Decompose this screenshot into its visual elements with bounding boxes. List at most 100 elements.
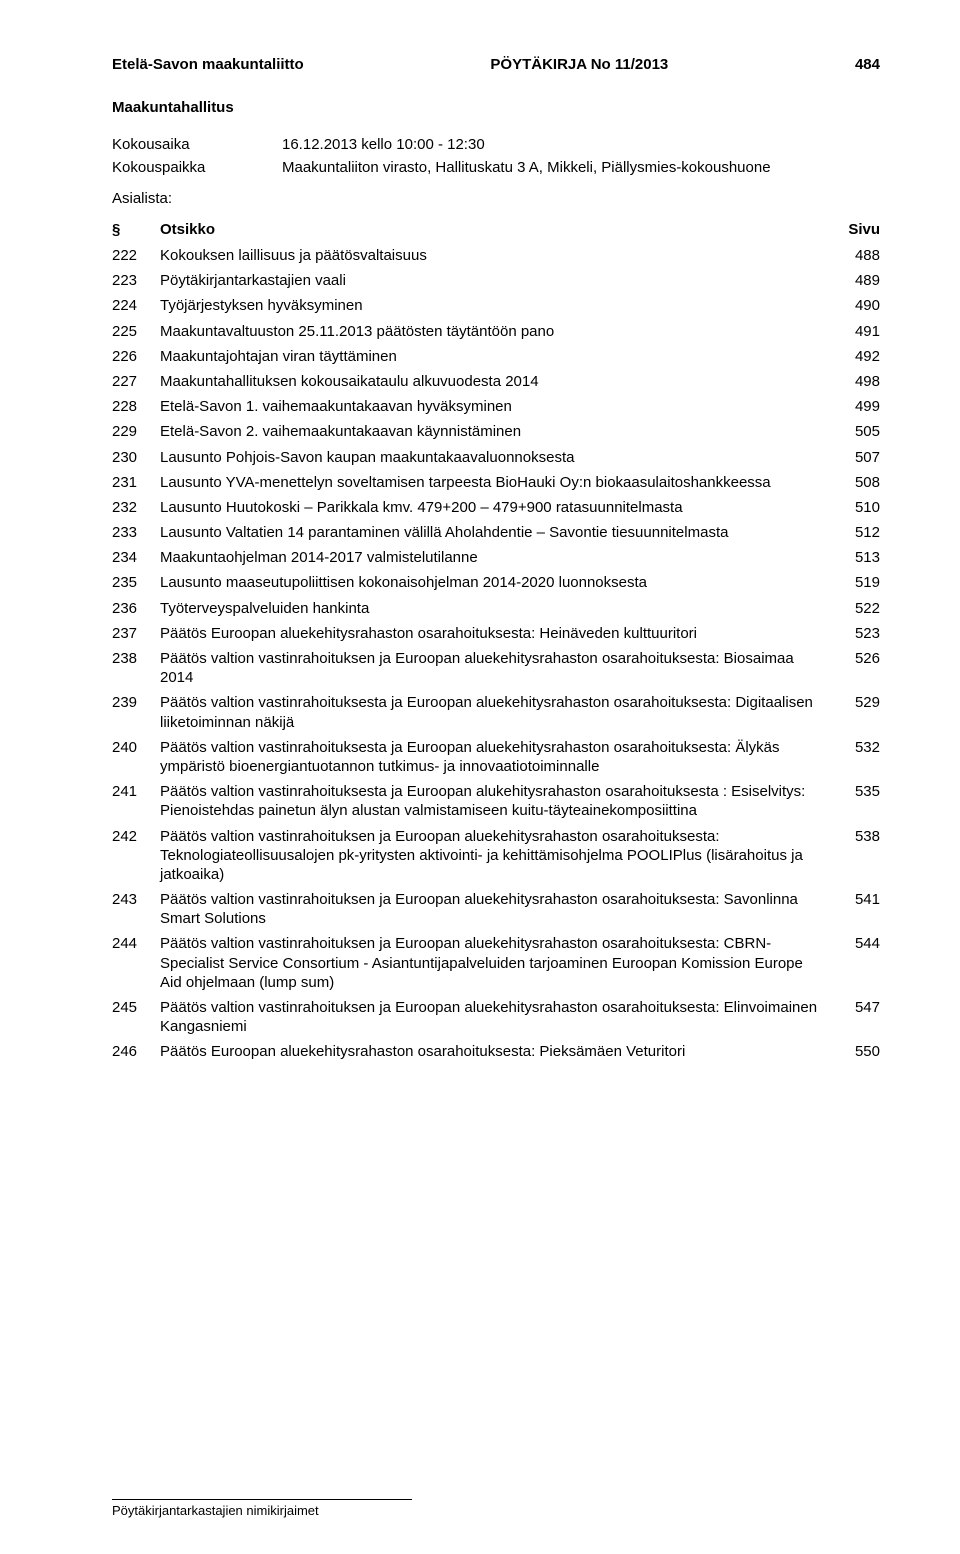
toc-row-section: 222 <box>112 246 160 265</box>
toc-row-section: 227 <box>112 372 160 391</box>
toc-row-section: 230 <box>112 448 160 467</box>
toc-header-section: § <box>112 221 160 238</box>
toc-row-page: 499 <box>832 397 880 416</box>
footer: Pöytäkirjantarkastajien nimikirjaimet <box>112 1499 412 1518</box>
toc-row-section: 234 <box>112 548 160 567</box>
toc-row-title: Lausunto maaseutupoliittisen kokonaisohj… <box>160 573 832 592</box>
toc-row-title: Työterveyspalveluiden hankinta <box>160 599 832 618</box>
toc-row-section: 241 <box>112 782 160 801</box>
toc-row-section: 225 <box>112 322 160 341</box>
toc-row-title: Päätös valtion vastinrahoituksen ja Euro… <box>160 934 832 992</box>
meeting-time-row: Kokousaika 16.12.2013 kello 10:00 - 12:3… <box>112 136 880 153</box>
toc-row-title: Lausunto Valtatien 14 parantaminen välil… <box>160 523 832 542</box>
toc-header: § Otsikko Sivu <box>112 221 880 238</box>
toc-row: 245Päätös valtion vastinrahoituksen ja E… <box>112 998 880 1036</box>
toc-row-page: 507 <box>832 448 880 467</box>
toc-row: 222Kokouksen laillisuus ja päätösvaltais… <box>112 246 880 265</box>
toc-row-title: Kokouksen laillisuus ja päätösvaltaisuus <box>160 246 832 265</box>
toc-row-title: Päätös valtion vastinrahoituksesta ja Eu… <box>160 782 832 820</box>
toc-row-title: Lausunto Huutokoski – Parikkala kmv. 479… <box>160 498 832 517</box>
toc-row-page: 510 <box>832 498 880 517</box>
toc-row-page: 513 <box>832 548 880 567</box>
toc-row-section: 233 <box>112 523 160 542</box>
toc-row-section: 232 <box>112 498 160 517</box>
toc-row: 227Maakuntahallituksen kokousaikataulu a… <box>112 372 880 391</box>
toc-row-title: Työjärjestyksen hyväksyminen <box>160 296 832 315</box>
toc-row: 236Työterveyspalveluiden hankinta522 <box>112 599 880 618</box>
toc-row-page: 532 <box>832 738 880 757</box>
toc-row-page: 489 <box>832 271 880 290</box>
toc-row: 223Pöytäkirjantarkastajien vaali489 <box>112 271 880 290</box>
toc-row-section: 229 <box>112 422 160 441</box>
toc-row-page: 522 <box>832 599 880 618</box>
toc-row-title: Lausunto YVA-menettelyn soveltamisen tar… <box>160 473 832 492</box>
toc-row-section: 224 <box>112 296 160 315</box>
toc-row-section: 243 <box>112 890 160 909</box>
toc-row-section: 240 <box>112 738 160 757</box>
toc-row-section: 231 <box>112 473 160 492</box>
footer-text: Pöytäkirjantarkastajien nimikirjaimet <box>112 1503 319 1518</box>
toc-row-title: Päätös valtion vastinrahoituksen ja Euro… <box>160 998 832 1036</box>
header-page-number: 484 <box>855 56 880 73</box>
toc-row: 231Lausunto YVA-menettelyn soveltamisen … <box>112 473 880 492</box>
toc-row-section: 246 <box>112 1042 160 1061</box>
page: Etelä-Savon maakuntaliitto PÖYTÄKIRJA No… <box>0 0 960 1554</box>
header-organization: Etelä-Savon maakuntaliitto <box>112 56 304 73</box>
meeting-time-value: 16.12.2013 kello 10:00 - 12:30 <box>282 136 880 153</box>
toc-row-section: 237 <box>112 624 160 643</box>
meeting-time-label: Kokousaika <box>112 136 282 153</box>
toc-row: 233Lausunto Valtatien 14 parantaminen vä… <box>112 523 880 542</box>
toc-row: 226Maakuntajohtajan viran täyttäminen492 <box>112 347 880 366</box>
toc-row-section: 244 <box>112 934 160 953</box>
toc-row: 235Lausunto maaseutupoliittisen kokonais… <box>112 573 880 592</box>
toc-row-page: 541 <box>832 890 880 909</box>
toc-row-title: Päätös Euroopan aluekehitysrahaston osar… <box>160 1042 832 1061</box>
toc-row: 241Päätös valtion vastinrahoituksesta ja… <box>112 782 880 820</box>
toc-row: 237Päätös Euroopan aluekehitysrahaston o… <box>112 624 880 643</box>
toc-row-page: 547 <box>832 998 880 1017</box>
toc-row-section: 236 <box>112 599 160 618</box>
toc-row-title: Pöytäkirjantarkastajien vaali <box>160 271 832 290</box>
toc-row-title: Maakuntaohjelman 2014-2017 valmistelutil… <box>160 548 832 567</box>
toc-row-page: 491 <box>832 322 880 341</box>
toc-row-section: 242 <box>112 827 160 846</box>
toc-row-section: 228 <box>112 397 160 416</box>
toc-row-section: 245 <box>112 998 160 1017</box>
toc-row-title: Päätös valtion vastinrahoituksesta ja Eu… <box>160 693 832 731</box>
toc-row-page: 535 <box>832 782 880 801</box>
toc-row-title: Lausunto Pohjois-Savon kaupan maakuntaka… <box>160 448 832 467</box>
toc-row: 232Lausunto Huutokoski – Parikkala kmv. … <box>112 498 880 517</box>
meeting-body: Maakuntahallitus <box>112 99 880 116</box>
toc-row-title: Maakuntajohtajan viran täyttäminen <box>160 347 832 366</box>
toc-row-title: Päätös valtion vastinrahoituksen ja Euro… <box>160 890 832 928</box>
page-header: Etelä-Savon maakuntaliitto PÖYTÄKIRJA No… <box>112 56 880 73</box>
toc-row: 230Lausunto Pohjois-Savon kaupan maakunt… <box>112 448 880 467</box>
toc-row: 229Etelä-Savon 2. vaihemaakuntakaavan kä… <box>112 422 880 441</box>
toc-row-title: Etelä-Savon 1. vaihemaakuntakaavan hyväk… <box>160 397 832 416</box>
toc-row-title: Päätös valtion vastinrahoituksen ja Euro… <box>160 827 832 885</box>
toc-row-page: 550 <box>832 1042 880 1061</box>
toc-row: 240Päätös valtion vastinrahoituksesta ja… <box>112 738 880 776</box>
toc-row-title: Maakuntahallituksen kokousaikataulu alku… <box>160 372 832 391</box>
toc-row-page: 544 <box>832 934 880 953</box>
toc-row-section: 226 <box>112 347 160 366</box>
toc-row: 239Päätös valtion vastinrahoituksesta ja… <box>112 693 880 731</box>
toc-row: 242Päätös valtion vastinrahoituksen ja E… <box>112 827 880 885</box>
toc-row-page: 490 <box>832 296 880 315</box>
toc-row-page: 512 <box>832 523 880 542</box>
toc-row-section: 238 <box>112 649 160 668</box>
toc-row-page: 523 <box>832 624 880 643</box>
toc-row-page: 492 <box>832 347 880 366</box>
header-doc-label: PÖYTÄKIRJA No 11/2013 <box>490 56 668 73</box>
toc-row-page: 519 <box>832 573 880 592</box>
toc-header-title: Otsikko <box>160 221 832 238</box>
toc-row-title: Etelä-Savon 2. vaihemaakuntakaavan käynn… <box>160 422 832 441</box>
toc-row-page: 505 <box>832 422 880 441</box>
toc-row: 234Maakuntaohjelman 2014-2017 valmistelu… <box>112 548 880 567</box>
toc-row-section: 223 <box>112 271 160 290</box>
toc-row-section: 235 <box>112 573 160 592</box>
toc-row-page: 508 <box>832 473 880 492</box>
meeting-place-value: Maakuntaliiton virasto, Hallituskatu 3 A… <box>282 159 880 176</box>
toc-row-section: 239 <box>112 693 160 712</box>
toc-row: 225Maakuntavaltuuston 25.11.2013 päätöst… <box>112 322 880 341</box>
